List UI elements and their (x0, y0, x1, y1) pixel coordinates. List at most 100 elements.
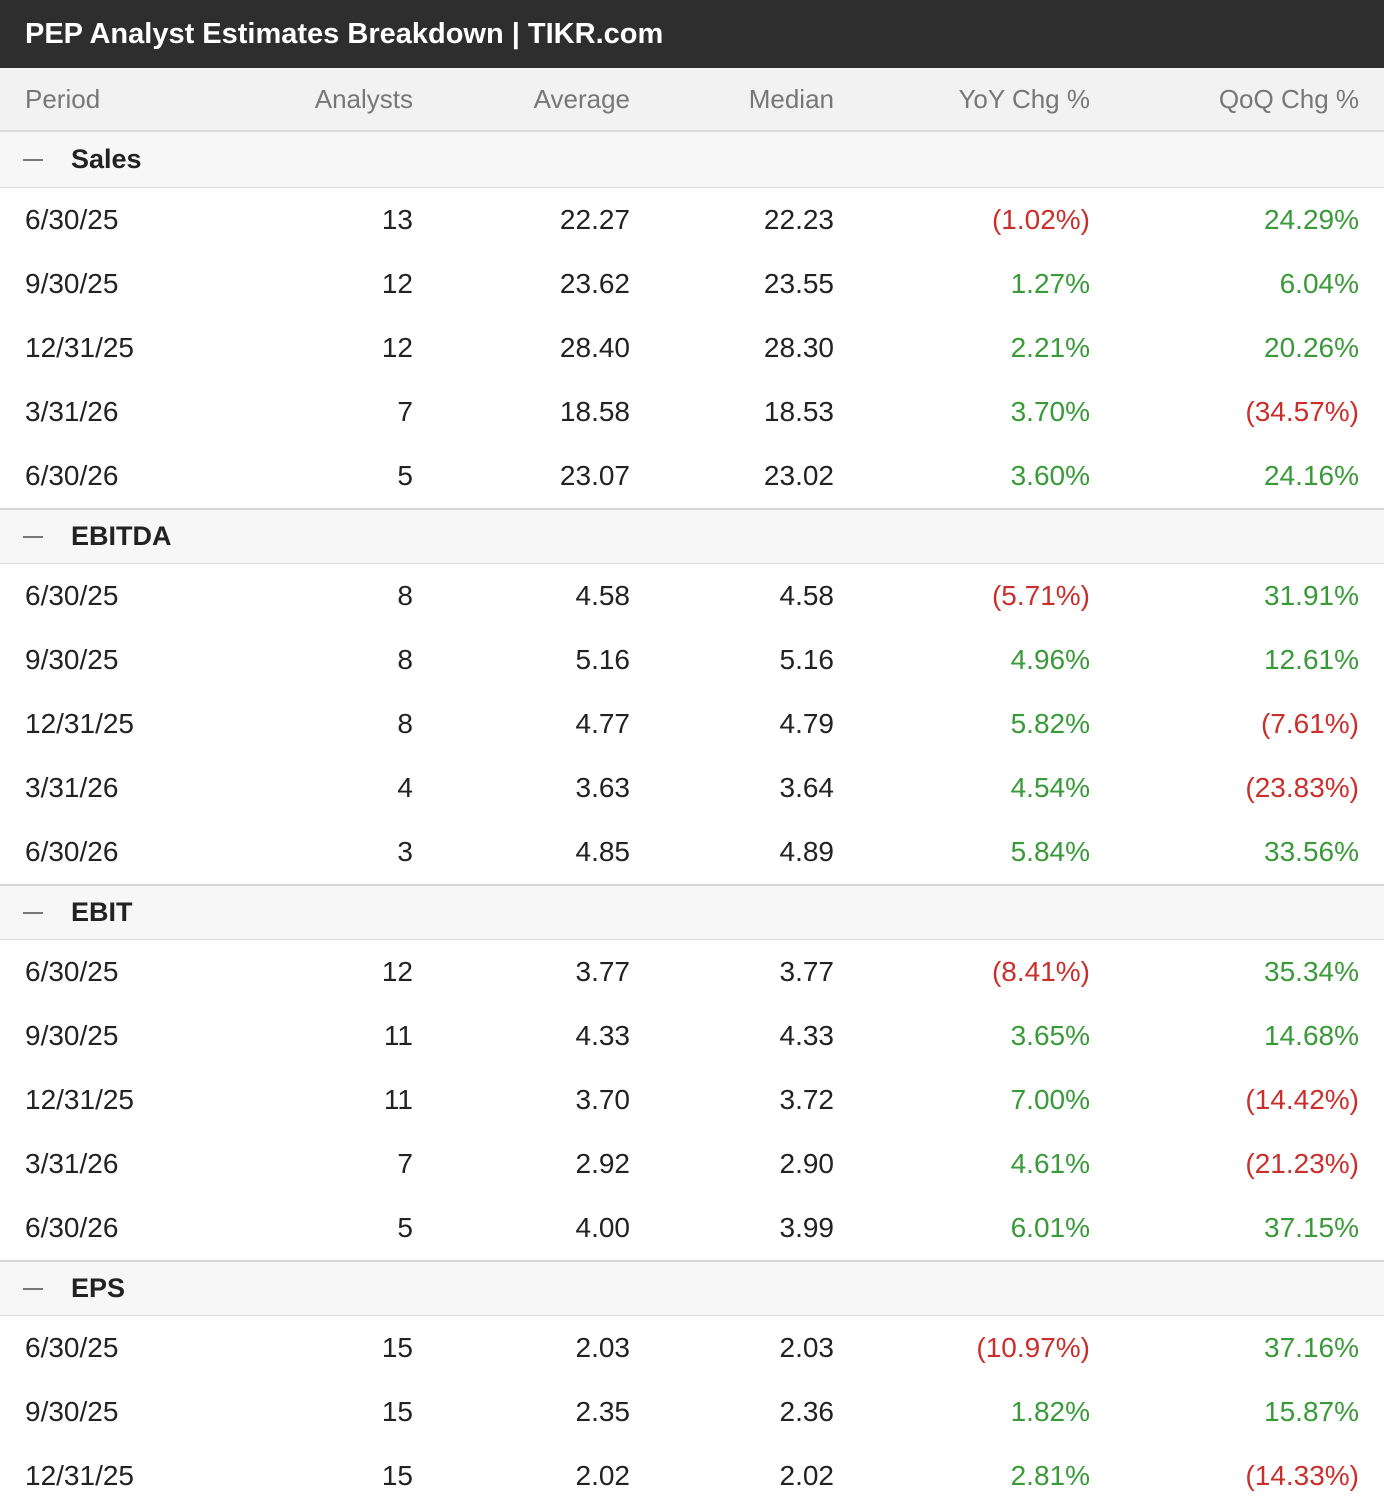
cell-analysts: 15 (381, 1332, 413, 1363)
cell-analysts: 11 (383, 1020, 413, 1051)
table-row: 12/31/25 12 28.40 28.30 2.21% 20.26% (0, 316, 1384, 380)
cell-average: 2.02 (575, 1460, 631, 1491)
page-title: PEP Analyst Estimates Breakdown | TIKR.c… (0, 0, 1384, 68)
group-header-ebitda[interactable]: EBITDA (0, 508, 1384, 564)
cell-average: 2.03 (575, 1332, 631, 1363)
cell-average: 4.85 (575, 836, 631, 867)
cell-yoy-chg: 4.54% (1010, 772, 1090, 803)
cell-analysts: 7 (397, 1148, 413, 1179)
cell-qoq-chg: (23.83%) (1245, 772, 1359, 803)
table-row: 3/31/26 7 2.92 2.90 4.61% (21.23%) (0, 1132, 1384, 1196)
cell-qoq-chg: 37.16% (1264, 1332, 1359, 1363)
cell-median: 3.99 (779, 1212, 835, 1243)
cell-qoq-chg: 15.87% (1264, 1396, 1359, 1427)
cell-yoy-chg: 5.82% (1010, 708, 1090, 739)
cell-yoy-chg: 7.00% (1010, 1084, 1090, 1115)
cell-qoq-chg: 6.04% (1279, 268, 1359, 299)
collapse-icon[interactable] (23, 911, 43, 914)
cell-median: 4.89 (779, 836, 835, 867)
table-row: 3/31/26 4 3.63 3.64 4.54% (23.83%) (0, 756, 1384, 820)
cell-yoy-chg: (8.41%) (991, 956, 1090, 987)
cell-analysts: 5 (397, 460, 413, 491)
cell-period: 3/31/26 (25, 772, 119, 803)
cell-yoy-chg: 4.61% (1010, 1148, 1090, 1179)
column-header-yoy-chg[interactable]: YoY Chg % (958, 83, 1090, 114)
cell-average: 2.35 (575, 1396, 631, 1427)
cell-qoq-chg: 14.68% (1264, 1020, 1359, 1051)
cell-qoq-chg: 24.29% (1264, 204, 1359, 235)
cell-qoq-chg: 37.15% (1264, 1212, 1359, 1243)
cell-qoq-chg: (34.57%) (1245, 396, 1359, 427)
table-row: 9/30/25 8 5.16 5.16 4.96% 12.61% (0, 628, 1384, 692)
cell-qoq-chg: 31.91% (1264, 580, 1359, 611)
cell-yoy-chg: 2.21% (1010, 332, 1090, 363)
cell-qoq-chg: (14.42%) (1245, 1084, 1359, 1115)
column-header-qoq-chg[interactable]: QoQ Chg % (1218, 83, 1359, 114)
cell-median: 3.72 (779, 1084, 835, 1115)
cell-yoy-chg: 6.01% (1010, 1212, 1090, 1243)
column-header-period[interactable]: Period (25, 83, 101, 114)
cell-median: 2.90 (779, 1148, 835, 1179)
cell-yoy-chg: (5.71%) (991, 580, 1090, 611)
cell-yoy-chg: 4.96% (1010, 644, 1090, 675)
table-row: 6/30/26 5 23.07 23.02 3.60% 24.16% (0, 444, 1384, 508)
cell-yoy-chg: 3.70% (1010, 396, 1090, 427)
cell-median: 2.02 (779, 1460, 835, 1491)
cell-qoq-chg: (14.33%) (1245, 1460, 1359, 1491)
collapse-icon[interactable] (23, 1287, 43, 1290)
cell-period: 3/31/26 (25, 396, 119, 427)
column-header-analysts[interactable]: Analysts (314, 83, 413, 114)
table-row: 6/30/26 5 4.00 3.99 6.01% 37.15% (0, 1196, 1384, 1260)
cell-median: 3.64 (779, 772, 835, 803)
cell-period: 3/31/26 (25, 1148, 119, 1179)
cell-analysts: 12 (381, 332, 413, 363)
cell-period: 6/30/25 (25, 204, 119, 235)
cell-average: 4.77 (575, 708, 631, 739)
table-row: 12/31/25 15 2.02 2.02 2.81% (14.33%) (0, 1444, 1384, 1508)
cell-analysts: 12 (381, 956, 413, 987)
column-header-median[interactable]: Median (748, 83, 834, 114)
cell-average: 3.63 (575, 772, 631, 803)
cell-median: 3.77 (779, 956, 835, 987)
table-row: 9/30/25 12 23.62 23.55 1.27% 6.04% (0, 252, 1384, 316)
cell-analysts: 7 (397, 396, 413, 427)
cell-period: 9/30/25 (25, 1396, 119, 1427)
group-header-sales[interactable]: Sales (0, 132, 1384, 188)
table-body: Sales 6/30/25 13 22.27 22.23 (1.02%) 24.29% 9/3… (0, 132, 1384, 1508)
cell-yoy-chg: 3.65% (1010, 1020, 1090, 1051)
cell-period: 6/30/25 (25, 580, 119, 611)
table-row: 6/30/25 15 2.03 2.03 (10.97%) 37.16% (0, 1316, 1384, 1380)
cell-period: 6/30/26 (25, 460, 119, 491)
group-header-eps[interactable]: EPS (0, 1260, 1384, 1316)
table-header: Period Analysts Average Median YoY Chg %… (0, 68, 1384, 132)
cell-analysts: 12 (381, 268, 413, 299)
cell-average: 23.62 (559, 268, 630, 299)
cell-average: 28.40 (559, 332, 630, 363)
cell-analysts: 8 (397, 644, 413, 675)
cell-median: 5.16 (779, 644, 835, 675)
cell-average: 4.58 (575, 580, 631, 611)
cell-analysts: 3 (397, 836, 413, 867)
cell-yoy-chg: (10.97%) (976, 1332, 1090, 1363)
cell-period: 9/30/25 (25, 1020, 119, 1051)
cell-average: 18.58 (559, 396, 630, 427)
cell-yoy-chg: 1.27% (1010, 268, 1090, 299)
cell-yoy-chg: 2.81% (1010, 1460, 1090, 1491)
collapse-icon[interactable] (23, 535, 43, 538)
cell-period: 12/31/25 (25, 1460, 134, 1491)
collapse-icon[interactable] (23, 158, 43, 161)
cell-period: 12/31/25 (25, 708, 134, 739)
cell-analysts: 4 (397, 772, 413, 803)
cell-qoq-chg: 33.56% (1264, 836, 1359, 867)
cell-average: 3.77 (575, 956, 631, 987)
cell-analysts: 15 (381, 1396, 413, 1427)
table-row: 9/30/25 11 4.33 4.33 3.65% 14.68% (0, 1004, 1384, 1068)
group-label: EPS (71, 1273, 126, 1303)
cell-qoq-chg: 20.26% (1264, 332, 1359, 363)
cell-median: 4.79 (779, 708, 835, 739)
group-header-ebit[interactable]: EBIT (0, 884, 1384, 940)
cell-median: 28.30 (763, 332, 834, 363)
column-header-average[interactable]: Average (533, 83, 630, 114)
table-row: 12/31/25 8 4.77 4.79 5.82% (7.61%) (0, 692, 1384, 756)
cell-median: 2.36 (779, 1396, 835, 1427)
